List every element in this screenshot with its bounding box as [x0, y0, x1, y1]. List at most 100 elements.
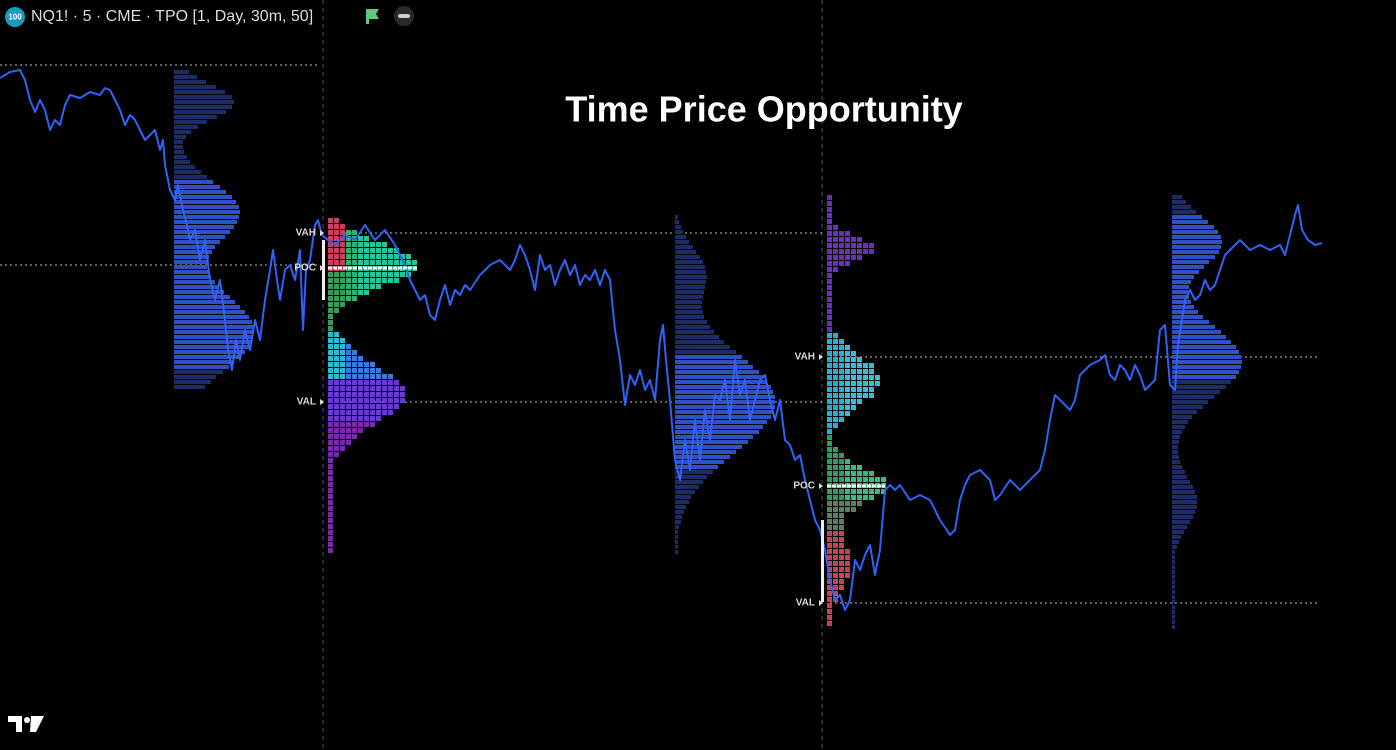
profile-row	[174, 325, 253, 329]
profile-row	[1172, 570, 1175, 574]
tpo-block	[394, 392, 399, 397]
symbol-badge	[5, 7, 25, 27]
tpo-block	[328, 284, 333, 289]
tpo-block	[851, 375, 856, 380]
tpo-block	[352, 350, 357, 355]
tpo-block	[833, 567, 838, 572]
profile-row	[1172, 550, 1175, 554]
tpo-block	[358, 278, 363, 283]
tpo-block	[833, 465, 838, 470]
tpo-block	[340, 416, 345, 421]
profile-row	[174, 130, 191, 134]
tpo-block	[857, 471, 862, 476]
profile-row	[1172, 205, 1191, 209]
profile-row	[675, 490, 695, 494]
profile-row	[675, 445, 742, 449]
tpo-block	[833, 267, 838, 272]
tpo-block	[827, 603, 832, 608]
profile-row	[174, 345, 249, 349]
profile-row	[675, 340, 724, 344]
tpo-block	[400, 386, 405, 391]
profile-row	[1172, 390, 1220, 394]
tpo-block	[394, 386, 399, 391]
tpo-block	[370, 380, 375, 385]
profile-row	[1172, 435, 1180, 439]
tpo-block	[358, 242, 363, 247]
tpo-block	[839, 579, 844, 584]
tpo-block	[328, 470, 333, 475]
tpo-block	[827, 297, 832, 302]
tpo-block	[334, 278, 339, 283]
tpo-block	[833, 243, 838, 248]
tpo-block	[388, 386, 393, 391]
profile-row	[1172, 615, 1175, 619]
tpo-block	[863, 393, 868, 398]
profile-row	[174, 245, 215, 249]
tpo-block	[328, 392, 333, 397]
tpo-block	[827, 501, 832, 506]
profile-row	[1172, 485, 1193, 489]
tpo-block	[340, 296, 345, 301]
tpo-block	[857, 489, 862, 494]
tpo-block	[833, 255, 838, 260]
profile-row	[174, 195, 232, 199]
tpo-block	[346, 296, 351, 301]
tpo-block	[334, 392, 339, 397]
tpo-block	[839, 243, 844, 248]
tpo-block	[839, 507, 844, 512]
tpo-block	[857, 243, 862, 248]
tpo-block	[827, 393, 832, 398]
tpo-block	[827, 549, 832, 554]
profile-row	[675, 355, 742, 359]
profile-row	[174, 375, 216, 379]
profile-row	[675, 370, 759, 374]
tpo-block	[845, 405, 850, 410]
profile-row	[174, 315, 249, 319]
profile-row	[1172, 315, 1203, 319]
profile-row	[675, 530, 678, 534]
tpo-block	[334, 374, 339, 379]
tpo-block	[827, 459, 832, 464]
tpo-block	[827, 429, 832, 434]
profile-row	[174, 150, 184, 154]
tpo-block	[857, 255, 862, 260]
tpo-block	[839, 555, 844, 560]
tpo-block	[406, 260, 411, 265]
tpo-block	[328, 500, 333, 505]
tpo-block	[839, 471, 844, 476]
tpo-block	[394, 248, 399, 253]
profile-row	[675, 230, 683, 234]
symbol-info[interactable]: NQ1! · 5 · CME · TPO [1, Day, 30m, 50]	[31, 8, 313, 25]
profile-row	[675, 305, 702, 309]
tpo-block	[328, 320, 333, 325]
profile-row	[174, 265, 207, 269]
profile-row	[174, 285, 219, 289]
tpo-block	[827, 489, 832, 494]
tpo-block	[328, 290, 333, 295]
profile-row	[1172, 280, 1191, 284]
tpo-block	[869, 249, 874, 254]
tpo-block	[412, 260, 417, 265]
profile-row	[1172, 425, 1185, 429]
tpo-block	[334, 236, 339, 241]
tpo-block	[334, 260, 339, 265]
tpo-block	[839, 465, 844, 470]
profile-row	[174, 200, 236, 204]
tpo-block	[827, 309, 832, 314]
tpo-block	[358, 416, 363, 421]
flag-icon[interactable]	[366, 9, 379, 24]
val-label: VAL	[297, 397, 316, 408]
tpo-block	[328, 548, 333, 553]
profile-row	[675, 430, 759, 434]
tpo-block	[857, 399, 862, 404]
tpo-block	[382, 392, 387, 397]
tpo-block	[845, 507, 850, 512]
tpo-block	[851, 471, 856, 476]
profile-row	[675, 365, 753, 369]
tpo-block	[376, 278, 381, 283]
tpo-block	[845, 411, 850, 416]
tpo-block	[839, 561, 844, 566]
tpo-block	[839, 381, 844, 386]
profile-row	[1172, 380, 1231, 384]
